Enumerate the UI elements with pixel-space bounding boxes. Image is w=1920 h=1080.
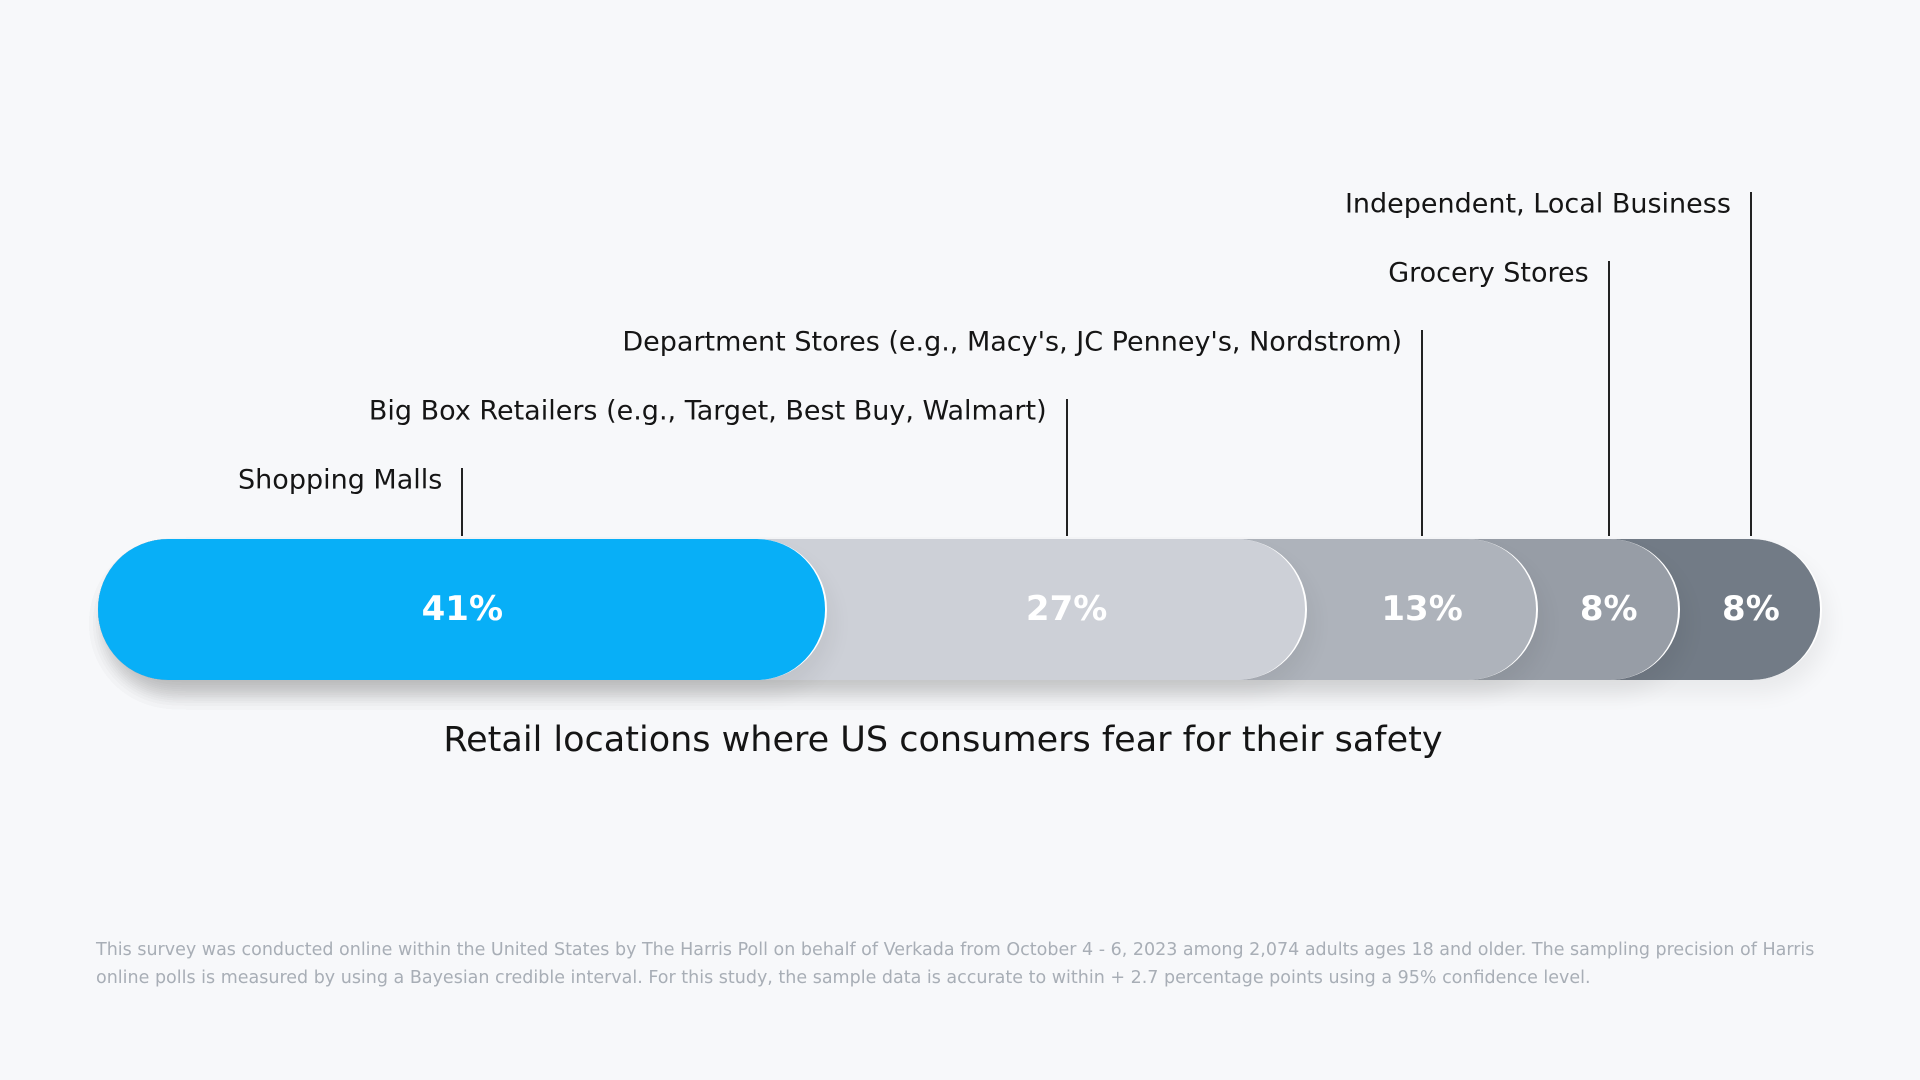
- bar-segment: [98, 539, 827, 680]
- leader-line: [461, 468, 464, 536]
- value-label: 8%: [1722, 589, 1780, 629]
- value-label: 41%: [421, 589, 504, 629]
- category-label: Big Box Retailers (e.g., Target, Best Bu…: [368, 395, 1047, 427]
- value-label: 13%: [1381, 589, 1463, 629]
- category-label: Department Stores (e.g., Macy's, JC Penn…: [622, 326, 1403, 358]
- value-label: 27%: [1025, 589, 1108, 629]
- category-label: Grocery Stores: [1388, 257, 1589, 289]
- category-label: Shopping Malls: [238, 464, 443, 496]
- leader-line: [1065, 399, 1068, 536]
- leader-line: [1421, 330, 1424, 536]
- value-label: 8%: [1579, 589, 1638, 629]
- category-label: Independent, Local Business: [1344, 188, 1731, 220]
- chart-title: Retail locations where US consumers fear…: [443, 720, 1443, 760]
- footnote: This survey was conducted online within …: [96, 940, 1815, 988]
- leader-line: [1607, 261, 1610, 536]
- leader-line: [1749, 192, 1752, 536]
